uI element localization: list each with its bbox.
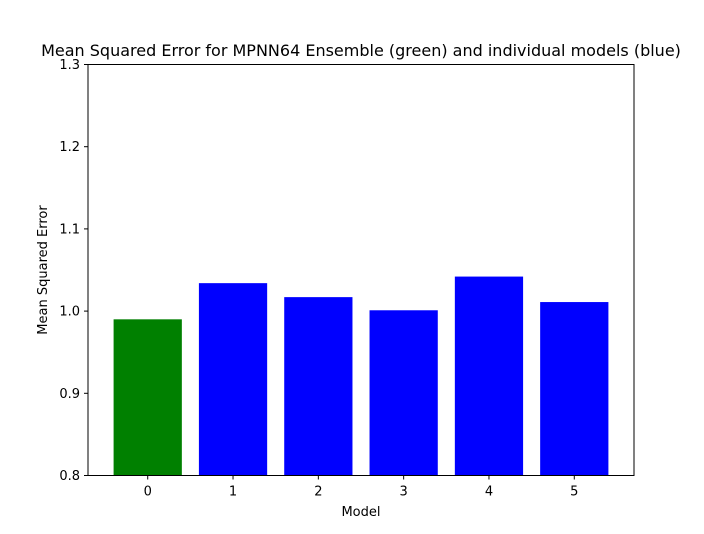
y-tick-label: 0.9 bbox=[59, 387, 80, 402]
y-tick-label: 1.0 bbox=[59, 305, 80, 320]
bars-group bbox=[113, 276, 609, 476]
x-tick-label: 3 bbox=[400, 485, 408, 500]
bar-4 bbox=[454, 276, 524, 476]
y-tick-label: 1.2 bbox=[59, 140, 80, 155]
x-tick-label: 0 bbox=[144, 485, 152, 500]
bar-5 bbox=[540, 302, 609, 476]
x-axis: 0 1 2 3 4 5 bbox=[144, 475, 578, 500]
x-axis-label: Model bbox=[341, 505, 380, 520]
y-tick-label: 1.3 bbox=[59, 58, 80, 73]
chart-title: Mean Squared Error for MPNN64 Ensemble (… bbox=[41, 41, 681, 60]
x-tick-label: 1 bbox=[229, 485, 237, 500]
y-tick-label: 0.8 bbox=[59, 469, 80, 484]
bar-1 bbox=[198, 283, 268, 476]
plot-frame bbox=[87, 64, 635, 476]
y-tick-label: 1.1 bbox=[59, 222, 80, 237]
bar-2 bbox=[284, 297, 353, 476]
y-axis-label: Mean Squared Error bbox=[36, 205, 51, 335]
x-tick-label: 4 bbox=[485, 485, 493, 500]
y-axis: 0.8 0.9 1.0 1.1 1.2 1.3 bbox=[59, 58, 88, 484]
x-tick-label: 5 bbox=[570, 485, 578, 500]
x-tick-label: 2 bbox=[314, 485, 322, 500]
bar-3 bbox=[369, 310, 438, 476]
bar-0 bbox=[113, 319, 182, 476]
